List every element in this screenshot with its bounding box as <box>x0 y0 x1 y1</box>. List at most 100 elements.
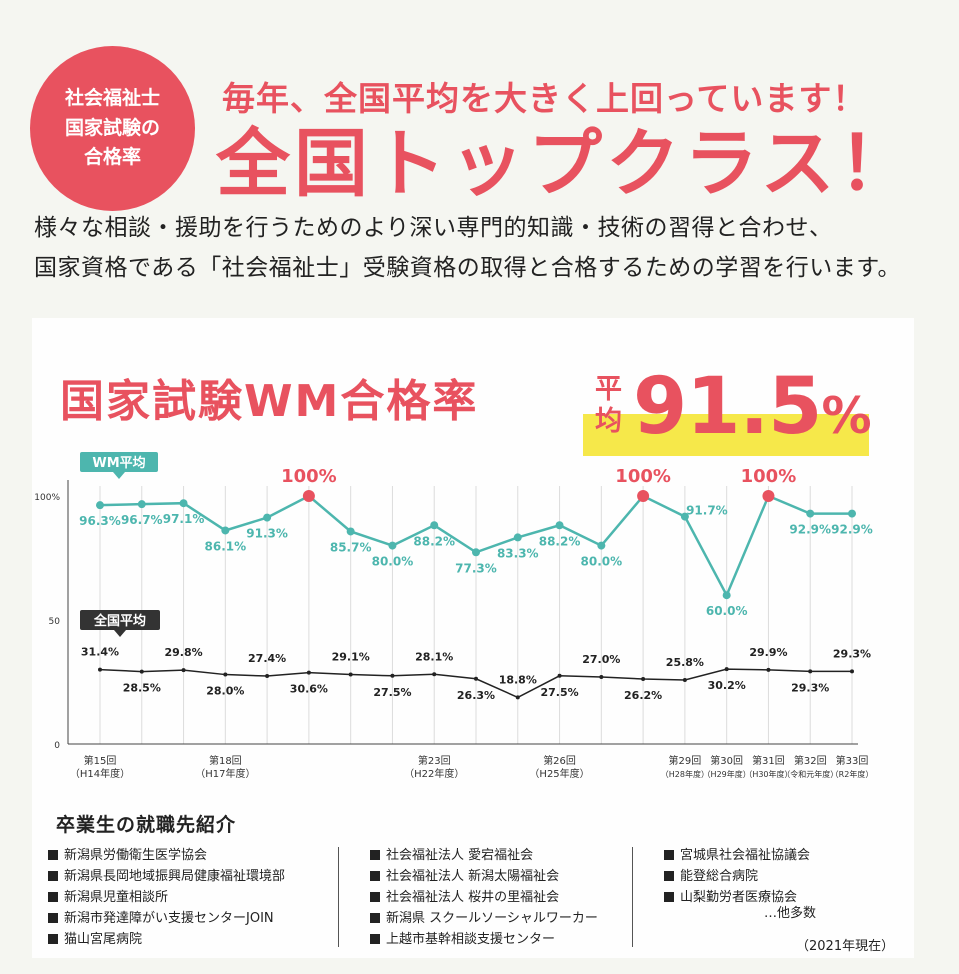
wm-data-point <box>637 490 650 502</box>
wm-data-label: 91.3% <box>246 527 288 541</box>
list-item: 新潟市発達障がい支援センターJOIN <box>48 908 285 929</box>
square-bullet-icon <box>48 934 58 944</box>
national-data-point <box>724 667 729 672</box>
national-data-point <box>348 672 353 677</box>
wm-data-label: 80.0% <box>581 555 623 569</box>
national-data-label: 26.2% <box>624 689 662 702</box>
headline-subtitle: 毎年、全国平均を大きく上回っています！ <box>222 79 867 118</box>
x-tick-label: （H28年度） <box>661 769 709 779</box>
wm-data-label: 97.1% <box>163 512 205 526</box>
wm-data-point <box>430 521 439 530</box>
list-item: 新潟県児童相談所 <box>48 887 285 908</box>
national-data-label: 27.0% <box>582 653 620 666</box>
list-item: 能登総合病院 <box>664 866 810 887</box>
national-data-label: 31.4% <box>81 646 119 659</box>
national-data-point <box>139 669 144 674</box>
wm-data-point <box>722 591 731 600</box>
employer-section: 卒業生の就職先紹介 新潟県労働衛生医学協会 新潟県長岡地域振興局健康福祉環境部 … <box>44 810 904 955</box>
national-data-point <box>432 672 437 677</box>
square-bullet-icon <box>370 871 380 881</box>
national-data-point <box>390 673 395 678</box>
employer-section-title: 卒業生の就職先紹介 <box>56 814 237 836</box>
national-data-point <box>306 670 311 675</box>
x-tick-label: （H25年度） <box>529 767 589 780</box>
x-tick-label: 第29回 <box>669 754 702 767</box>
x-tick-label: （R2年度） <box>831 769 874 779</box>
average-unit: % <box>821 387 871 445</box>
national-data-label: 28.5% <box>123 682 161 695</box>
badge-line: 国家試験の <box>64 116 160 139</box>
square-bullet-icon <box>370 850 380 860</box>
wm-data-point <box>388 541 397 550</box>
list-item: 山梨勤労者医療協会 <box>664 887 810 908</box>
wm-data-label: 92.9% <box>789 523 831 537</box>
national-data-point <box>98 667 102 672</box>
wm-data-label: 100% <box>615 466 671 487</box>
wm-data-point <box>555 521 564 530</box>
square-bullet-icon <box>48 850 58 860</box>
x-tick-label: （令和元年度） <box>782 769 838 779</box>
series-tag-pointer <box>113 472 125 479</box>
x-tick-label: 第30回 <box>710 754 743 767</box>
national-data-point <box>557 673 562 678</box>
national-data-point <box>766 667 771 672</box>
wm-data-label: 77.3% <box>455 561 497 575</box>
wm-data-point <box>346 527 355 536</box>
wm-data-label: 83.3% <box>497 546 539 560</box>
square-bullet-icon <box>370 934 380 944</box>
lead-line: 国家資格である「社会福祉士」受験資格の取得と合格するための学習を行います。 <box>34 254 901 281</box>
y-tick-label: 0 <box>54 741 60 751</box>
wm-data-point <box>302 490 315 502</box>
list-item: 新潟県労働衛生医学協会 <box>48 845 285 866</box>
column-divider <box>632 847 633 947</box>
square-bullet-icon <box>664 892 674 902</box>
list-item: 社会福祉法人 桜井の里福祉会 <box>370 887 598 908</box>
national-data-label: 29.8% <box>164 646 202 659</box>
list-item: 社会福祉法人 新潟太陽福祉会 <box>370 866 598 887</box>
list-item: 社会福祉法人 愛宕福祉会 <box>370 845 598 866</box>
national-data-label: 29.3% <box>833 647 871 660</box>
wm-data-point <box>762 490 775 502</box>
wm-data-point <box>848 509 856 518</box>
x-tick-label: 第15回 <box>84 754 117 767</box>
national-data-point <box>599 675 604 680</box>
square-bullet-icon <box>370 913 380 923</box>
square-bullet-icon <box>48 913 58 923</box>
series-name-label: 全国平均 <box>93 613 146 629</box>
national-data-point <box>265 674 270 679</box>
wm-data-label: 85.7% <box>330 540 372 554</box>
national-data-label: 26.3% <box>457 689 495 702</box>
average-highlight <box>583 414 869 456</box>
wm-data-point <box>806 509 815 518</box>
national-data-label: 29.9% <box>749 646 787 659</box>
wm-data-point <box>597 541 606 550</box>
wm-data-label: 96.7% <box>121 513 163 527</box>
as-of-note: （2021年現在） <box>796 939 895 954</box>
employer-columns: 新潟県労働衛生医学協会 新潟県長岡地域振興局健康福祉環境部 新潟県児童相談所 新… <box>44 845 904 955</box>
wm-data-point <box>472 548 480 557</box>
national-data-label: 28.0% <box>206 685 244 698</box>
x-tick-label: （H22年度） <box>404 767 464 780</box>
employer-column-2: 社会福祉法人 愛宕福祉会 社会福祉法人 新潟太陽福祉会 社会福祉法人 桜井の里福… <box>370 845 598 950</box>
x-tick-label: （H14年度） <box>70 767 130 780</box>
national-data-point <box>808 669 813 674</box>
national-data-label: 18.8% <box>499 673 537 686</box>
lead-line: 様々な相談・援助を行うためのより深い専門的知識・技術の習得と合わせ、 <box>34 215 833 241</box>
y-tick-label: 100% <box>34 493 60 503</box>
wm-data-label: 60.0% <box>706 604 748 618</box>
wm-data-point <box>513 533 522 542</box>
wm-data-point <box>96 501 104 510</box>
chart-title: 国家試験WM合格率 <box>60 376 479 427</box>
wm-data-label: 100% <box>741 466 797 487</box>
national-data-point <box>515 695 520 700</box>
exam-pass-rate-badge: 社会福祉士 国家試験の 合格率 <box>30 46 195 211</box>
national-data-label: 30.2% <box>708 679 746 692</box>
wm-data-point <box>263 513 272 522</box>
list-item: 新潟県 スクールソーシャルワーカー <box>370 908 598 929</box>
x-tick-label: 第33回 <box>836 754 869 767</box>
national-data-label: 30.6% <box>290 683 328 696</box>
wm-data-label: 92.9% <box>831 523 873 537</box>
national-data-label: 25.8% <box>666 656 704 669</box>
wm-data-point <box>221 526 230 535</box>
x-tick-label: （H29年度） <box>703 769 751 779</box>
